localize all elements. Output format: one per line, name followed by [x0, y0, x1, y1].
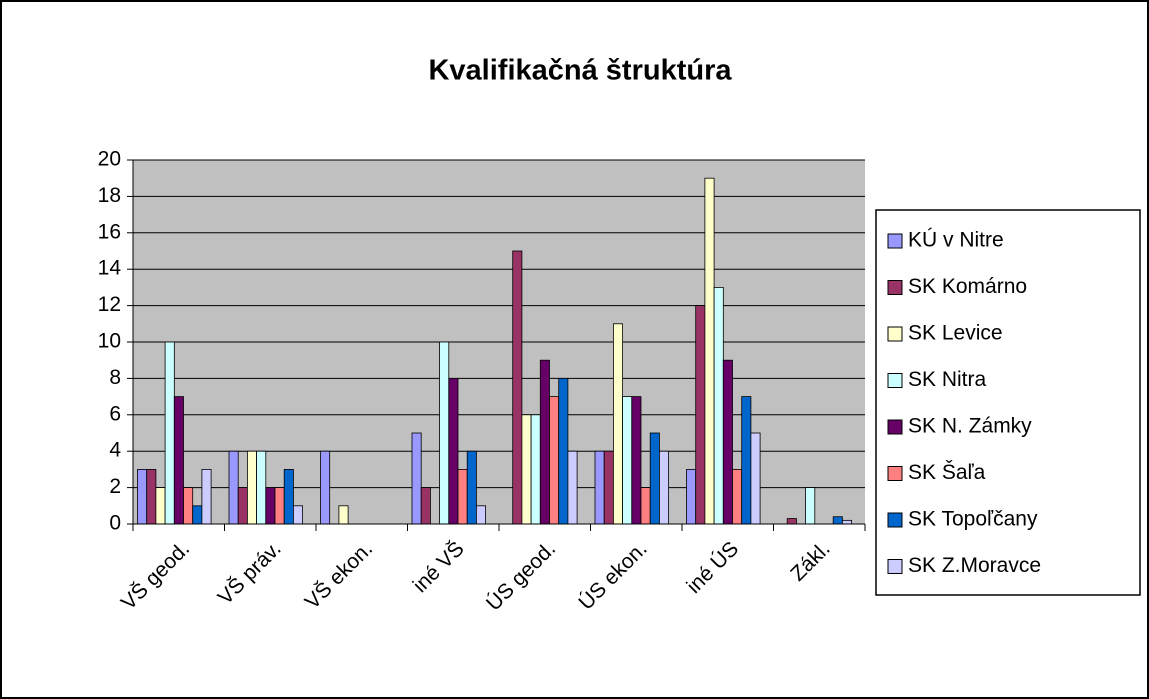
bar: [704, 177, 715, 525]
y-tick-label: 10: [98, 330, 121, 353]
bar: [842, 519, 853, 525]
y-tick-label: 18: [98, 184, 121, 207]
bar: [192, 505, 203, 525]
bar: [713, 286, 724, 525]
bar: [320, 450, 331, 525]
bar: [274, 487, 285, 525]
y-tick-label: 2: [109, 475, 121, 498]
bar: [521, 414, 532, 525]
legend-label: KÚ v Nitre: [908, 229, 1004, 252]
legend-label: SK Levice: [908, 322, 1003, 345]
bar: [201, 468, 212, 525]
y-tick-label: 14: [98, 257, 122, 280]
legend-swatch: [887, 466, 903, 481]
bar: [292, 505, 303, 525]
legend-swatch: [887, 559, 903, 574]
legend-label: SK Šaľa: [908, 461, 986, 484]
bar: [659, 450, 670, 525]
bar: [475, 505, 486, 525]
legend-label: SK N. Zámky: [908, 415, 1032, 438]
legend-label: SK Nitra: [908, 368, 987, 391]
bar: [686, 468, 697, 525]
bar: [155, 487, 166, 525]
bar: [805, 487, 816, 525]
legend-label: SK Komárno: [908, 275, 1027, 298]
bar: [283, 468, 294, 525]
bar: [183, 487, 194, 525]
bar: [530, 414, 541, 525]
bar: [695, 305, 706, 525]
legend-swatch: [887, 233, 903, 249]
bar: [640, 487, 651, 525]
bar: [146, 468, 157, 525]
bar: [411, 432, 422, 525]
bar: [732, 468, 743, 525]
bar: [246, 450, 257, 525]
bar: [539, 359, 550, 525]
bar: [631, 396, 642, 525]
bar: [741, 396, 752, 525]
bar: [722, 359, 733, 525]
bar: [237, 487, 248, 525]
legend-swatch: [887, 280, 903, 295]
bar: [256, 450, 267, 525]
y-tick-label: 6: [109, 402, 121, 425]
y-tick-label: 4: [109, 439, 121, 462]
bar: [164, 341, 175, 525]
y-tick-label: 12: [98, 293, 121, 316]
bar: [439, 341, 450, 525]
bar: [420, 487, 431, 525]
legend-swatch: [887, 512, 903, 528]
legend-swatch: [887, 326, 903, 342]
bar: [613, 323, 624, 525]
y-tick-label: 16: [98, 220, 121, 243]
bar: [622, 396, 633, 525]
bar: [649, 432, 660, 525]
bar: [750, 432, 761, 525]
legend-swatch: [887, 373, 903, 388]
chart-title: Kvalifikačná štruktúra: [428, 55, 732, 87]
y-tick-label: 20: [98, 148, 121, 171]
bar: [137, 468, 148, 525]
legend: [875, 209, 1141, 596]
bar: [603, 450, 614, 525]
legend-swatch: [887, 419, 903, 435]
bar: [265, 487, 276, 525]
bar: [567, 450, 578, 525]
bar: [173, 396, 184, 525]
legend-label: SK Z.Moravce: [908, 554, 1041, 577]
bar: [338, 505, 349, 525]
bar: [457, 468, 468, 525]
bar: [786, 518, 797, 525]
bar: [832, 516, 843, 525]
legend-label: SK Topoľčany: [908, 508, 1038, 531]
bar: [466, 450, 477, 525]
bar: [448, 377, 459, 525]
bar: [228, 450, 239, 525]
bar: [558, 377, 569, 525]
y-tick-label: 0: [109, 512, 121, 535]
bar: [512, 250, 523, 525]
bar: [594, 450, 605, 525]
y-tick-label: 8: [109, 366, 121, 389]
bar: [549, 396, 560, 525]
